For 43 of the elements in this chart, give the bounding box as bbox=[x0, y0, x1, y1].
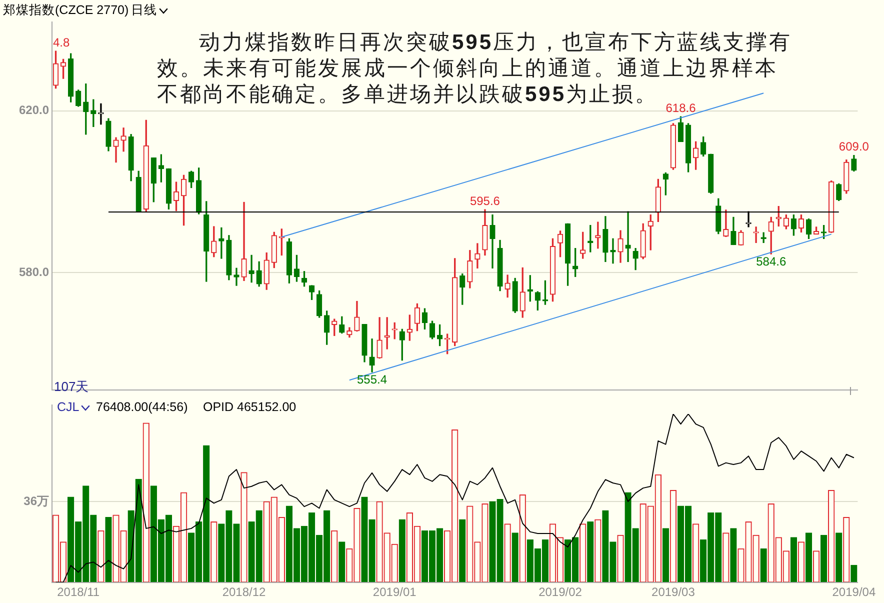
annotation: 4.8 bbox=[52, 35, 70, 50]
bar bbox=[338, 542, 346, 582]
bar bbox=[820, 534, 828, 582]
annotation: 595.6 bbox=[470, 194, 500, 208]
bar bbox=[512, 532, 518, 582]
candlestick bbox=[234, 268, 240, 286]
bar bbox=[850, 564, 858, 582]
bar bbox=[587, 521, 594, 582]
candlestick bbox=[120, 128, 126, 152]
bar bbox=[105, 516, 112, 582]
annotation: 555.4 bbox=[357, 372, 388, 386]
x-tick-label: 2019/02 bbox=[538, 584, 582, 599]
bar bbox=[398, 519, 406, 582]
chart-title: OPID 465152.00 bbox=[203, 400, 296, 415]
candlestick bbox=[248, 254, 254, 283]
candlestick bbox=[753, 226, 759, 244]
annotation: 609.0 bbox=[838, 140, 870, 154]
y-tick-label: 620.0 bbox=[18, 103, 50, 118]
x-tick-label: 2018/11 bbox=[57, 584, 100, 599]
bar bbox=[662, 528, 670, 582]
annotation: 618.6 bbox=[666, 100, 696, 115]
chart-subtitle: 日线 bbox=[131, 3, 157, 18]
x-tick-label: 2018/12 bbox=[222, 584, 266, 599]
chart-title: CJL bbox=[57, 400, 80, 415]
annotation: 584.6 bbox=[756, 254, 786, 268]
candlestick bbox=[760, 232, 766, 244]
x-tick-label: 2019/04 bbox=[832, 584, 876, 599]
annotation: 107天 bbox=[54, 379, 89, 394]
x-tick-label: 2019/01 bbox=[372, 584, 417, 599]
bar bbox=[790, 537, 798, 582]
annotation: 76408.00(44:56) bbox=[96, 400, 188, 415]
bar bbox=[760, 548, 767, 582]
candlestick bbox=[218, 227, 224, 259]
bar bbox=[459, 519, 466, 582]
bar bbox=[836, 532, 842, 582]
y-tick-label: 36万 bbox=[24, 494, 49, 508]
x-tick-label: 2019/03 bbox=[652, 584, 696, 599]
bar bbox=[805, 532, 812, 582]
y-tick-label: 580.0 bbox=[18, 264, 50, 279]
candlestick bbox=[241, 202, 247, 282]
candlestick bbox=[474, 243, 480, 268]
chart-title: 郑煤指数(CZCE 2770) bbox=[3, 3, 129, 18]
bar bbox=[730, 528, 737, 582]
